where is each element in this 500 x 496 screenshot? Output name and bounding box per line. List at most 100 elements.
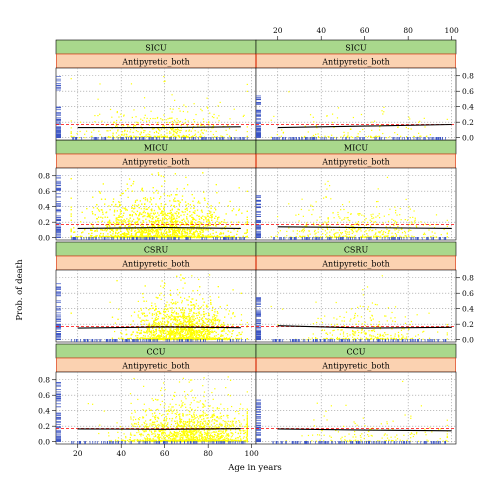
data-point [165,419,167,421]
scatter-points [87,376,248,443]
data-point [158,310,160,313]
data-point [426,439,428,441]
data-point [208,314,210,317]
data-point [200,440,202,442]
data-point [386,434,388,436]
data-point [173,334,175,336]
data-point [367,308,369,311]
data-point [168,334,170,336]
data-point [209,429,211,431]
data-point [176,321,178,323]
data-point [220,338,222,340]
data-point [204,332,206,334]
data-point [225,428,227,431]
data-point [168,330,170,333]
data-point [187,432,189,434]
data-point [165,325,167,327]
data-point [168,327,170,329]
data-point [165,328,167,330]
data-point [187,331,189,333]
data-point [213,433,216,436]
data-point [220,437,223,439]
data-point [204,439,206,441]
data-point [168,332,170,335]
data-point [183,311,185,313]
data-point [189,338,191,341]
data-point [185,336,188,338]
data-point [188,323,191,325]
data-point [138,419,140,421]
data-point [163,430,165,432]
data-point [201,415,203,417]
data-point [182,314,184,317]
data-point [116,440,119,442]
data-point [155,434,157,437]
data-point [330,439,332,441]
data-point [189,316,191,319]
data-point [155,316,157,318]
data-point [225,337,228,339]
data-point [188,320,191,322]
data-point [217,325,219,327]
data-point [177,424,179,426]
data-point [177,332,179,334]
data-point [161,437,163,439]
data-point [166,308,168,311]
data-point [176,409,178,411]
data-point [446,338,448,340]
data-point [187,436,189,438]
data-point [193,418,195,421]
data-point [209,440,211,442]
data-point [146,314,148,317]
data-point [193,429,195,431]
data-point [188,422,190,425]
data-point [232,329,234,332]
data-point [213,431,215,433]
data-point [228,313,230,315]
data-point [145,420,147,422]
data-point [228,434,230,436]
data-point [163,310,165,312]
data-point [192,314,194,316]
data-point [233,418,236,420]
data-point [326,419,328,421]
data-point [185,433,188,435]
data-point [187,327,190,329]
data-point [148,330,151,333]
data-point [179,315,181,317]
data-point [239,333,241,336]
data-point [186,433,188,435]
data-point [182,412,184,415]
data-point [331,440,333,442]
data-point [195,331,198,333]
data-point [192,419,194,421]
data-point [188,431,191,433]
data-point [198,427,201,429]
data-point [179,434,181,437]
data-point [172,436,174,438]
data-point [185,438,188,440]
data-point [159,412,161,415]
data-point [147,440,149,442]
data-point [308,337,310,339]
data-point [200,306,203,308]
data-point [212,337,215,339]
data-point [228,337,230,340]
data-point [188,315,190,317]
data-point [189,433,192,435]
data-point [149,336,151,338]
data-point [205,306,208,308]
data-point [203,333,206,336]
data-point [207,440,209,443]
data-point [208,336,211,338]
data-point [183,335,185,337]
data-point [175,312,178,314]
data-point [201,323,203,325]
data-point [222,324,224,326]
data-point [161,333,163,336]
data-point [159,425,161,427]
data-point [190,333,192,335]
data-point [147,426,149,428]
data-point [173,394,175,397]
data-point [223,408,225,410]
